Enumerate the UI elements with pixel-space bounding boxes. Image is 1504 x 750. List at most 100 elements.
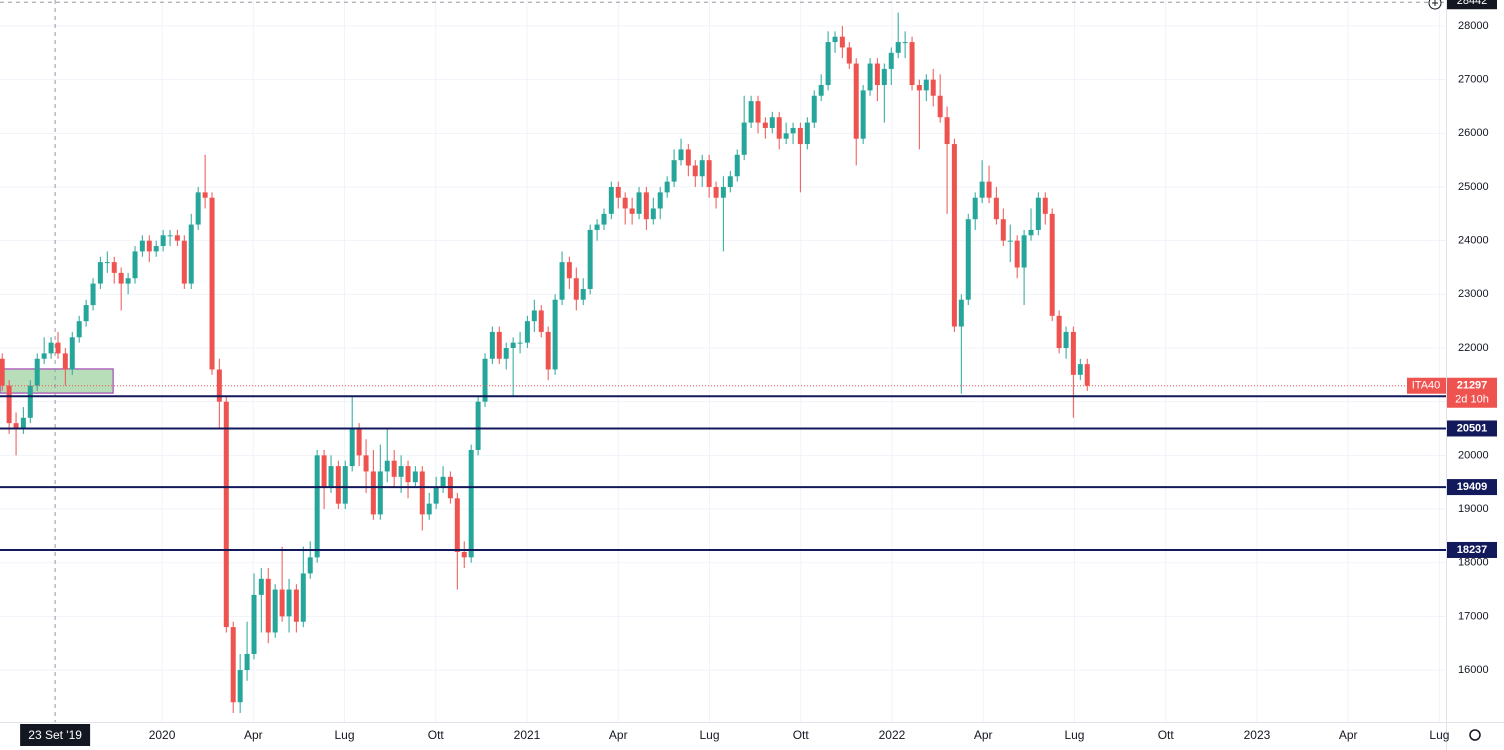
candle-body	[370, 471, 376, 515]
candle-body	[293, 589, 299, 622]
level-label: 19409	[1457, 481, 1488, 493]
y-tick-label: 24000	[1458, 235, 1489, 247]
candle-body	[34, 358, 40, 386]
candle-body	[874, 63, 880, 86]
candle-body	[692, 165, 698, 177]
candle-body	[559, 262, 565, 300]
candle-body	[391, 460, 397, 477]
candle-body	[566, 262, 572, 279]
candle-body	[258, 578, 264, 595]
candle-body	[510, 342, 516, 349]
add-button[interactable]	[1428, 0, 1442, 10]
candle-body	[965, 219, 971, 300]
candle-body	[146, 240, 152, 252]
y-tick-label: 26000	[1458, 127, 1489, 139]
candle-body	[132, 251, 138, 279]
candle-body	[699, 160, 705, 177]
candle-body	[20, 417, 26, 429]
candle-body	[594, 224, 600, 230]
last-price-box	[1447, 377, 1497, 408]
candle-body	[797, 127, 803, 145]
candle-body	[545, 331, 551, 370]
level-label-box	[1447, 541, 1497, 558]
candle-body	[909, 42, 915, 86]
candle-body	[468, 449, 474, 558]
candle-body	[118, 272, 124, 284]
x-tick-label: Ott	[1158, 728, 1175, 742]
x-tick-label: Lug	[1429, 728, 1449, 742]
candle-body	[1077, 364, 1083, 375]
candle-body	[174, 235, 180, 241]
candle-body	[650, 208, 656, 220]
candles	[0, 12, 1090, 713]
candle-body	[1021, 235, 1027, 268]
candle-body	[951, 144, 957, 327]
candle-body	[685, 149, 691, 166]
crosshair-price-label: 28442	[1457, 0, 1488, 7]
settings-button[interactable]	[1469, 729, 1481, 741]
countdown-label: 2d 10h	[1455, 394, 1489, 406]
candle-body	[272, 589, 278, 633]
candle-body	[727, 176, 733, 187]
candle-body	[160, 235, 166, 247]
candle-body	[538, 310, 544, 332]
candle-body	[776, 117, 782, 139]
candle-body	[104, 262, 110, 264]
y-tick-label: 16000	[1458, 664, 1489, 676]
x-tick-label: Apr	[609, 728, 628, 742]
candle-body	[335, 466, 341, 504]
candle-body	[1084, 364, 1090, 386]
y-tick-label: 22000	[1458, 342, 1489, 354]
candle-body	[706, 160, 712, 187]
candle-body	[27, 385, 33, 418]
candle-body	[930, 79, 936, 96]
candle-body	[279, 589, 285, 617]
candle-body	[90, 283, 96, 306]
candle-body	[741, 122, 747, 155]
candle-body	[678, 149, 684, 161]
candle-body	[461, 551, 467, 558]
candle-body	[349, 428, 355, 467]
candle-body	[734, 154, 740, 177]
candle-body	[937, 95, 943, 118]
candle-body	[846, 47, 852, 64]
candle-body	[755, 101, 761, 123]
candle-body	[601, 213, 607, 225]
candle-body	[832, 36, 838, 43]
candle-body	[398, 466, 404, 477]
x-tick-label: 2021	[514, 728, 541, 742]
x-tick-label: 2023	[1244, 728, 1271, 742]
candle-body	[62, 353, 68, 370]
last-price-label: 21297	[1457, 380, 1488, 392]
candle-body	[804, 122, 810, 145]
candle-body	[818, 85, 824, 96]
candle-body	[314, 455, 320, 558]
candle-body	[181, 240, 187, 284]
x-tick-label: 2020	[149, 728, 176, 742]
x-tick-label: Ott	[428, 728, 445, 742]
crosshair-price-box	[1447, 0, 1497, 10]
candle-body	[440, 476, 446, 488]
candle-body	[384, 460, 390, 472]
candle-body	[286, 589, 292, 617]
candle-body	[55, 342, 61, 354]
candle-body	[69, 337, 75, 370]
add-icon-cross	[1432, 0, 1438, 6]
candle-body	[300, 573, 306, 622]
candle-body	[1049, 213, 1055, 316]
candle-body	[657, 192, 663, 209]
candle-body	[895, 42, 901, 53]
level-label: 20501	[1457, 422, 1488, 434]
candle-body	[1042, 197, 1048, 214]
candle-body	[139, 240, 145, 252]
candle-body	[643, 192, 649, 220]
candle-body	[916, 85, 922, 91]
x-tick-label: Lug	[699, 728, 719, 742]
x-tick-label: Ott	[793, 728, 810, 742]
candle-body	[972, 197, 978, 220]
candle-body	[111, 262, 117, 273]
level-label: 18237	[1457, 544, 1488, 556]
candle-body	[321, 455, 327, 488]
candle-body	[923, 79, 929, 91]
candle-body	[230, 627, 236, 703]
